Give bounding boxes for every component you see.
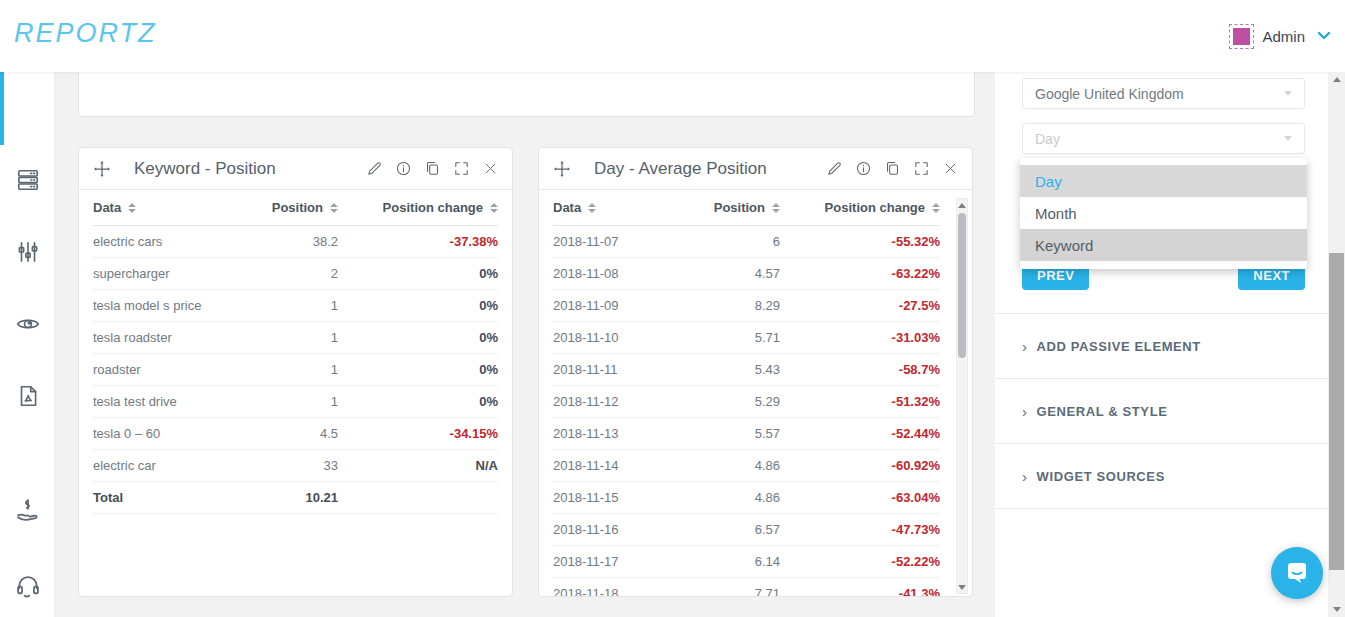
table-header: Data Position Position change [93,190,498,226]
user-menu[interactable]: Admin [1233,0,1331,72]
copy-icon[interactable] [423,160,441,178]
grouping-dropdown: Day Month Keyword [1020,158,1307,269]
table-row: 2018-11-10 5.71 -31.03% [553,322,940,354]
table-body: 2018-11-07 6 -55.32% 2018-11-08 4.57 -63… [553,226,940,597]
info-icon[interactable] [854,160,872,178]
billing-icon[interactable] [0,492,55,532]
dropdown-option-day[interactable]: Day [1020,165,1307,197]
table-body: electric cars 38.2 -37.38% supercharger … [93,226,498,482]
widget-title: Keyword - Position [134,159,365,179]
table-row: 2018-11-16 6.57 -47.73% [553,514,940,546]
active-indicator [0,72,4,145]
user-name: Admin [1262,28,1305,45]
move-icon[interactable] [552,159,572,179]
sort-icon[interactable] [128,203,136,213]
table-row: electric car 33 N/A [93,450,498,482]
chevron-down-icon [1317,31,1331,41]
column-position-change[interactable]: Position change [338,200,498,215]
column-position[interactable]: Position [670,200,780,215]
user-avatar [1233,28,1250,45]
widget-title: Day - Average Position [594,159,825,179]
dashboard-canvas: Keyword - Position Data [55,72,995,617]
table-row: 2018-11-13 5.57 -52.44% [553,418,940,450]
widget-keyword-position: Keyword - Position Data [78,147,513,597]
table-row: 2018-11-18 7.71 -41.3% [553,578,940,597]
divider [995,443,1328,444]
table-row: 2018-11-09 8.29 -27.5% [553,290,940,322]
table-total-row: Total 10.21 [93,482,498,514]
table-row: 2018-11-11 5.43 -58.7% [553,354,940,386]
widget-day-average-position: Day - Average Position Data [538,147,973,597]
scroll-down-arrow[interactable] [957,581,967,593]
table-row: roadster 1 0% [93,354,498,386]
move-icon[interactable] [92,159,112,179]
scrollbar-thumb[interactable] [1329,253,1344,570]
data-widgets-icon[interactable] [0,160,55,200]
chevron-down-icon [1284,91,1292,96]
chevron-right-icon: › [1022,468,1028,485]
divider [995,508,1328,509]
grouping-select[interactable]: Day [1022,123,1305,154]
close-icon[interactable] [481,160,499,178]
sort-icon[interactable] [490,203,498,213]
sidebar [0,72,55,617]
table-row: 2018-11-07 6 -55.32% [553,226,940,258]
table-row: 2018-11-14 4.86 -60.92% [553,450,940,482]
section-widget-sources[interactable]: › WIDGET SOURCES [1022,461,1165,491]
chevron-right-icon: › [1022,403,1028,420]
close-icon[interactable] [941,160,959,178]
expand-icon[interactable] [452,160,470,178]
column-data[interactable]: Data [93,200,228,215]
scroll-up-arrow[interactable] [1328,72,1345,87]
table-row: tesla model s price 1 0% [93,290,498,322]
sort-icon[interactable] [772,203,780,213]
table-row: 2018-11-15 4.86 -63.04% [553,482,940,514]
sort-icon[interactable] [330,203,338,213]
divider [995,378,1328,379]
dropdown-option-keyword[interactable]: Keyword [1020,229,1307,261]
edit-icon[interactable] [825,160,843,178]
expand-icon[interactable] [912,160,930,178]
column-position-change[interactable]: Position change [780,200,940,215]
table-row: tesla test drive 1 0% [93,386,498,418]
pdf-export-icon[interactable] [0,376,55,416]
column-data[interactable]: Data [553,200,670,215]
top-bar: REPORTZ Admin [0,0,1345,72]
column-position[interactable]: Position [228,200,338,215]
sort-icon[interactable] [588,203,596,213]
chevron-down-icon [1284,136,1292,141]
table-row: 2018-11-17 6.14 -52.22% [553,546,940,578]
scroll-up-arrow[interactable] [957,199,967,211]
sort-icon[interactable] [932,203,940,213]
source-select[interactable]: Google United Kingdom [1022,78,1305,109]
divider [995,313,1328,314]
widget-settings-panel: Google United Kingdom Day Day Month Keyw… [995,72,1328,617]
dropdown-option-month[interactable]: Month [1020,197,1307,229]
table-row: tesla 0 – 60 4.5 -34.15% [93,418,498,450]
reportz-logo: REPORTZ [14,18,157,49]
table-header: Data Position Position change [553,190,940,226]
edit-icon[interactable] [365,160,383,178]
filters-icon[interactable] [0,232,55,272]
table-row: 2018-11-08 4.57 -63.22% [553,258,940,290]
info-icon[interactable] [394,160,412,178]
copy-icon[interactable] [883,160,901,178]
table-scrollbar[interactable] [956,198,968,594]
page-scrollbar[interactable] [1328,72,1345,617]
section-general-style[interactable]: › GENERAL & STYLE [1022,396,1167,426]
section-add-passive-element[interactable]: › ADD PASSIVE ELEMENT [1022,331,1201,361]
visibility-icon[interactable] [0,304,55,344]
widget-card-partial [78,72,975,117]
scrollbar-thumb[interactable] [958,213,966,358]
scroll-down-arrow[interactable] [1328,602,1345,617]
chat-bubble-icon [1283,559,1311,587]
support-icon[interactable] [0,567,55,607]
chevron-right-icon: › [1022,338,1028,355]
table-row: 2018-11-12 5.29 -51.32% [553,386,940,418]
table-row: supercharger 2 0% [93,258,498,290]
chat-launcher-button[interactable] [1271,547,1323,599]
table-row: electric cars 38.2 -37.38% [93,226,498,258]
table-row: tesla roadster 1 0% [93,322,498,354]
